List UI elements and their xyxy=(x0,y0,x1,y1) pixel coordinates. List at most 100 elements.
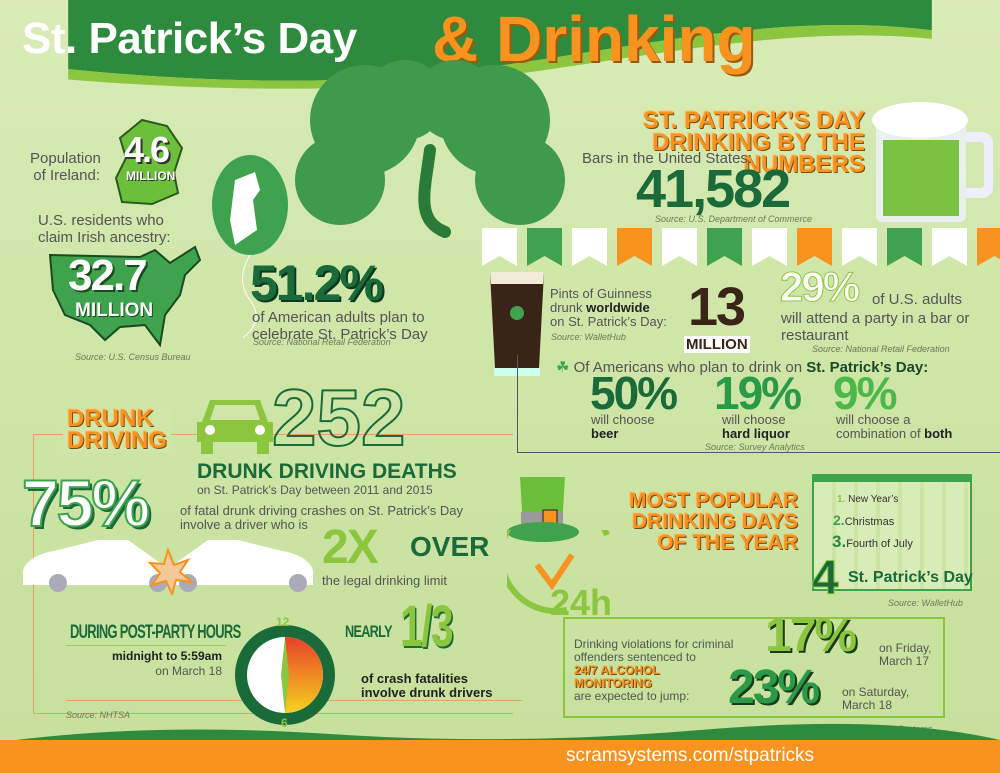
popular-heading-3: OF THE YEAR xyxy=(657,531,798,554)
numbers-heading-line2: DRINKING BY THE NUMBERS xyxy=(652,129,865,178)
bars-source: Source: U.S. Department of Commerce xyxy=(655,214,813,224)
ancestry-value: 32.7 xyxy=(68,251,148,300)
bunting-flag xyxy=(707,228,742,266)
bunting-flag xyxy=(887,228,922,266)
monitoring-text-2: offenders sentenced to xyxy=(574,650,696,664)
over-label: OVER xyxy=(410,531,490,562)
popular-name-3: Fourth of July xyxy=(846,538,913,550)
saturday-date-2: March 18 xyxy=(842,698,893,712)
bars-value: 41,582 xyxy=(636,159,791,219)
monitoring-heading-2: MONITORING xyxy=(574,676,652,690)
popular-rank-3: 3. xyxy=(832,532,847,551)
ireland-map-icon xyxy=(114,118,184,206)
beer-mug-icon xyxy=(872,102,993,222)
plan-liquor-value: 19% xyxy=(714,367,802,419)
ancestry-label: U.S. residents who claim Irish ancestry: xyxy=(38,212,171,246)
guinness-label-bold: worldwide xyxy=(586,300,650,315)
popular-rank-1: 1. xyxy=(837,494,846,505)
bunting-flag xyxy=(572,228,607,266)
guinness-label: Pints of Guinness drunk worldwide on St.… xyxy=(550,287,667,329)
hours-heading: DURING POST-PARTY HOURS xyxy=(70,622,241,643)
fraction-text-2: involve drunk drivers xyxy=(361,685,493,700)
friday-date-1: on Friday, xyxy=(879,641,932,655)
bunting-flag xyxy=(842,228,877,266)
popular-name-4: St. Patrick’s Day xyxy=(848,569,973,586)
fatal-text-1: of fatal drunk driving crashes on St. Pa… xyxy=(180,503,463,518)
party-source: Source: National Retail Federation xyxy=(812,344,950,354)
hours-time: midnight to 5:59am xyxy=(111,649,222,663)
numbers-heading: ST. PATRICK’S DAY DRINKING BY THE NUMBERS xyxy=(545,109,865,178)
fraction-text-1: of crash fatalities xyxy=(361,671,468,686)
bunting-flag xyxy=(977,228,1000,266)
footer-hills xyxy=(0,723,1000,742)
party-text1: of U.S. adults xyxy=(872,291,963,308)
drunk-heading-2: DRIVING xyxy=(67,427,168,454)
over-multiplier: 2X xyxy=(322,521,379,574)
celebrate-text: of American adults plan to celebrate St.… xyxy=(252,309,428,343)
party-text2: will attend a party in a bar or restaura… xyxy=(781,310,970,344)
popular-item-3: 3.Fourth of July xyxy=(832,532,913,554)
guinness-glass-icon xyxy=(490,272,544,376)
guinness-value: 13 xyxy=(688,277,746,337)
monitoring-text-1: Drinking violations for criminal xyxy=(574,637,734,651)
plan-beer-text: will choose beer xyxy=(591,413,655,441)
balloon-drinker-icon xyxy=(212,155,288,339)
title-part1: St. Patrick’s Day xyxy=(22,14,357,63)
plan-beer-value: 50% xyxy=(590,367,678,419)
nearly-label: NEARLY xyxy=(345,622,393,641)
fatal-pct: 75% xyxy=(21,466,151,540)
guinness-source: Source: WalletHub xyxy=(551,332,626,342)
saturday-date: on Saturday, March 18 xyxy=(842,686,909,712)
saturday-value: 23% xyxy=(728,661,820,714)
monitoring-clock-label: 24h xyxy=(550,582,613,623)
guinness-label-1: Pints of Guinness xyxy=(550,286,652,301)
deaths-value: 252 xyxy=(271,373,406,462)
bunting-flag xyxy=(527,228,562,266)
header-band xyxy=(68,0,932,89)
monitoring-text-3: are expected to jump: xyxy=(574,689,690,703)
plan-both-t1: will choose a xyxy=(836,412,911,427)
plan-liquor-text: will choose hard liquor xyxy=(722,413,790,441)
bunting-flag xyxy=(662,228,697,266)
popular-heading: MOST POPULAR DRINKING DAYS OF THE YEAR xyxy=(600,490,798,553)
drunk-heading-1: DRUNK xyxy=(67,405,154,432)
bunting-flag xyxy=(617,228,652,266)
bunting-flag xyxy=(482,228,517,266)
footer-band xyxy=(0,740,1000,773)
fraction-value: 1/3 xyxy=(400,594,454,659)
hours-date: on March 18 xyxy=(155,664,222,678)
title-part2: & Drinking xyxy=(432,3,756,75)
popular-source: Source: WalletHub xyxy=(888,598,963,608)
plan-both-t2: both xyxy=(924,426,953,441)
bars-label: Bars in the United States: xyxy=(582,150,753,167)
bunting-flag xyxy=(932,228,967,266)
drunk-source: Source: NHTSA xyxy=(66,710,131,720)
ireland-value: 4.6 xyxy=(124,129,170,170)
plan-lead-bold: St. Patrick’s Day: xyxy=(806,359,929,376)
crashed-car-icon xyxy=(197,400,273,454)
bunting-flags xyxy=(482,228,1000,266)
plan-lead-text: Of Americans who plan to drink on xyxy=(573,359,807,376)
fatal-text: of fatal drunk driving crashes on St. Pa… xyxy=(180,504,463,532)
popular-rank-4: 4 xyxy=(812,552,840,605)
bunting-flag xyxy=(797,228,832,266)
plan-source: Source: Survey Analytics xyxy=(705,442,805,452)
bunting-flag xyxy=(752,228,787,266)
ancestry-unit: MILLION xyxy=(75,300,154,321)
leprechaun-hat-icon xyxy=(507,477,579,542)
usa-map-icon xyxy=(48,245,202,348)
over-sub: the legal drinking limit xyxy=(322,573,448,588)
popular-name-2: Christmas xyxy=(844,516,895,528)
party-value: 29% xyxy=(779,263,860,310)
plan-beer-t2: beer xyxy=(591,426,619,441)
plan-box xyxy=(517,355,1000,453)
plan-liquor-t1: will choose xyxy=(722,412,786,427)
footer-url-link[interactable]: scramsystems.com/stpatricks xyxy=(565,745,815,766)
friday-date: on Friday, March 17 xyxy=(879,642,931,668)
popular-heading-1: MOST POPULAR xyxy=(628,489,798,512)
ireland-label: Population of Ireland: xyxy=(30,150,101,184)
shamrock-small-icon: ☘ xyxy=(556,359,570,376)
divider xyxy=(66,645,226,646)
car-crash-icon xyxy=(23,540,313,595)
monitoring-box xyxy=(563,617,945,718)
